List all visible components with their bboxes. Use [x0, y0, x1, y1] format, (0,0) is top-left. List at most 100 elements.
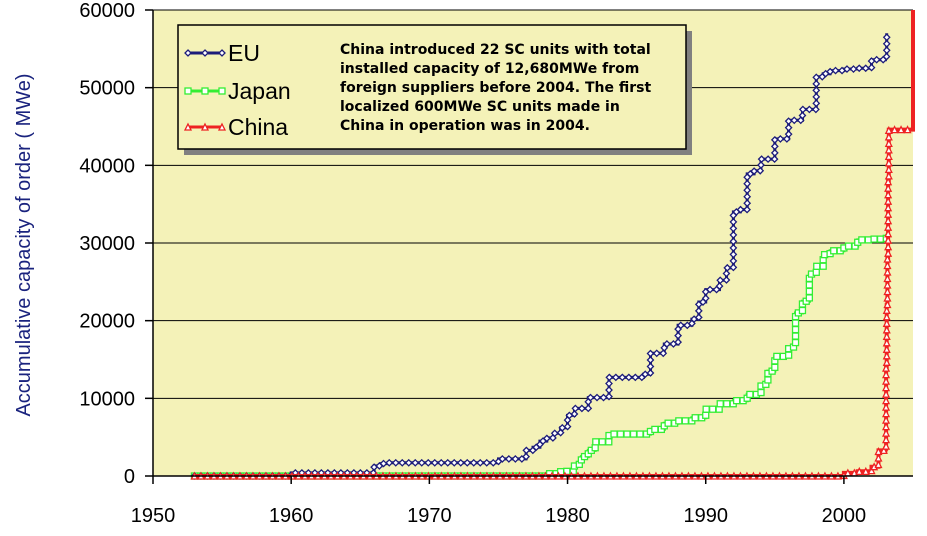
data-point-china: [884, 248, 893, 257]
data-point-china: [882, 435, 891, 444]
legend-label-china: China: [228, 114, 288, 140]
data-point-eu: [571, 404, 580, 413]
data-point-japan: [723, 400, 731, 408]
data-point-eu: [398, 458, 407, 467]
data-point-china: [884, 190, 893, 199]
data-point-japan: [629, 430, 638, 438]
data-point-japan: [870, 235, 878, 243]
legend-marker-mid-china: [200, 122, 210, 131]
data-point-china: [874, 460, 883, 469]
data-point-eu: [784, 130, 793, 139]
data-point-eu: [770, 155, 779, 164]
data-point-eu: [404, 458, 413, 467]
data-point-china: [883, 261, 892, 270]
data-point-eu: [743, 199, 752, 208]
data-point-china: [882, 422, 891, 431]
data-point-eu: [867, 63, 876, 72]
data-point-eu: [770, 148, 779, 157]
data-point-eu: [646, 369, 655, 377]
data-point-eu: [812, 99, 821, 108]
legend-marker-japan: [184, 87, 226, 95]
data-point-china: [882, 376, 891, 385]
data-point-china: [883, 300, 892, 309]
legend-frame: [177, 24, 687, 150]
data-point-eu: [476, 458, 485, 467]
data-point-eu: [764, 155, 772, 164]
data-point-eu: [456, 458, 465, 467]
tick-labels: 0 10000 20000 30000 40000 50000 60000 1950 1960 1…: [79, 0, 866, 527]
legend-marker-end-japan: [218, 87, 226, 95]
data-point-eu: [757, 155, 766, 164]
data-point-eu: [812, 92, 821, 101]
y-tick-label: 50000: [79, 78, 135, 100]
data-point-china: [884, 171, 893, 180]
annotation-line: installed capacity of 12,680MWe from: [340, 61, 639, 77]
legend-box: EU Japan China China introduced 22 SC units…: [177, 24, 692, 155]
legend-label-japan: Japan: [228, 78, 291, 104]
data-point-japan: [791, 319, 800, 327]
data-point-china: [874, 453, 883, 462]
data-point-eu: [729, 263, 738, 272]
axes: [145, 9, 913, 484]
data-point-eu: [586, 393, 595, 402]
data-point-eu: [659, 349, 668, 358]
data-point-eu: [882, 39, 891, 48]
data-point-eu: [729, 230, 738, 239]
data-point-china: [884, 138, 893, 148]
data-point-china: [882, 396, 891, 405]
data-point-eu: [831, 66, 840, 75]
data-point-eu: [424, 458, 433, 467]
data-point-japan: [805, 281, 814, 289]
data-point-eu: [750, 167, 759, 176]
data-point-eu: [743, 179, 752, 188]
series-layer: [190, 10, 915, 480]
data-point-japan: [610, 430, 618, 438]
data-point-japan: [716, 400, 724, 408]
data-point-china: [897, 125, 906, 134]
data-point-eu: [729, 243, 738, 252]
legend-marker-china: [183, 122, 227, 131]
data-point-china: [882, 325, 891, 334]
data-point-japan: [757, 388, 765, 397]
data-point-eu: [450, 458, 459, 467]
data-point-japan: [732, 397, 741, 405]
legend-label-eu: EU: [228, 40, 260, 66]
data-point-china: [882, 312, 891, 321]
data-point-china: [884, 196, 893, 205]
data-point-china: [884, 229, 893, 238]
y-tick-label: 20000: [79, 311, 135, 333]
data-point-eu: [430, 458, 439, 467]
legend-marker-mid-eu: [201, 49, 209, 57]
data-point-china: [882, 363, 891, 372]
data-point-china: [883, 293, 892, 302]
y-tick-label: 60000: [79, 0, 135, 22]
data-point-eu: [812, 79, 821, 88]
data-point-japan: [681, 417, 689, 425]
data-point-eu: [631, 373, 640, 382]
data-point-japan: [636, 430, 644, 438]
data-point-china: [903, 125, 912, 134]
data-point-china: [884, 158, 893, 167]
data-point-china: [861, 466, 870, 475]
data-point-china: [882, 428, 891, 437]
data-point-eu: [882, 33, 891, 42]
data-point-eu: [443, 458, 452, 467]
data-point-eu: [743, 205, 751, 214]
data-point-china: [883, 287, 892, 296]
data-point-eu: [812, 73, 821, 82]
data-point-eu: [550, 429, 559, 438]
data-point-china: [882, 331, 891, 340]
data-point-eu: [722, 269, 731, 278]
legend-marker-end-eu: [218, 49, 226, 57]
data-point-eu: [577, 404, 586, 413]
data-point-eu: [743, 192, 752, 201]
data-point-eu: [798, 105, 807, 114]
data-point-china: [882, 351, 891, 360]
data-point-japan: [598, 438, 606, 446]
data-point-eu: [611, 373, 620, 382]
legend-marker-start-china: [183, 122, 193, 131]
data-point-eu: [715, 282, 724, 291]
data-point-japan: [805, 287, 814, 296]
data-point-china: [883, 280, 892, 289]
data-point-japan: [702, 405, 710, 413]
